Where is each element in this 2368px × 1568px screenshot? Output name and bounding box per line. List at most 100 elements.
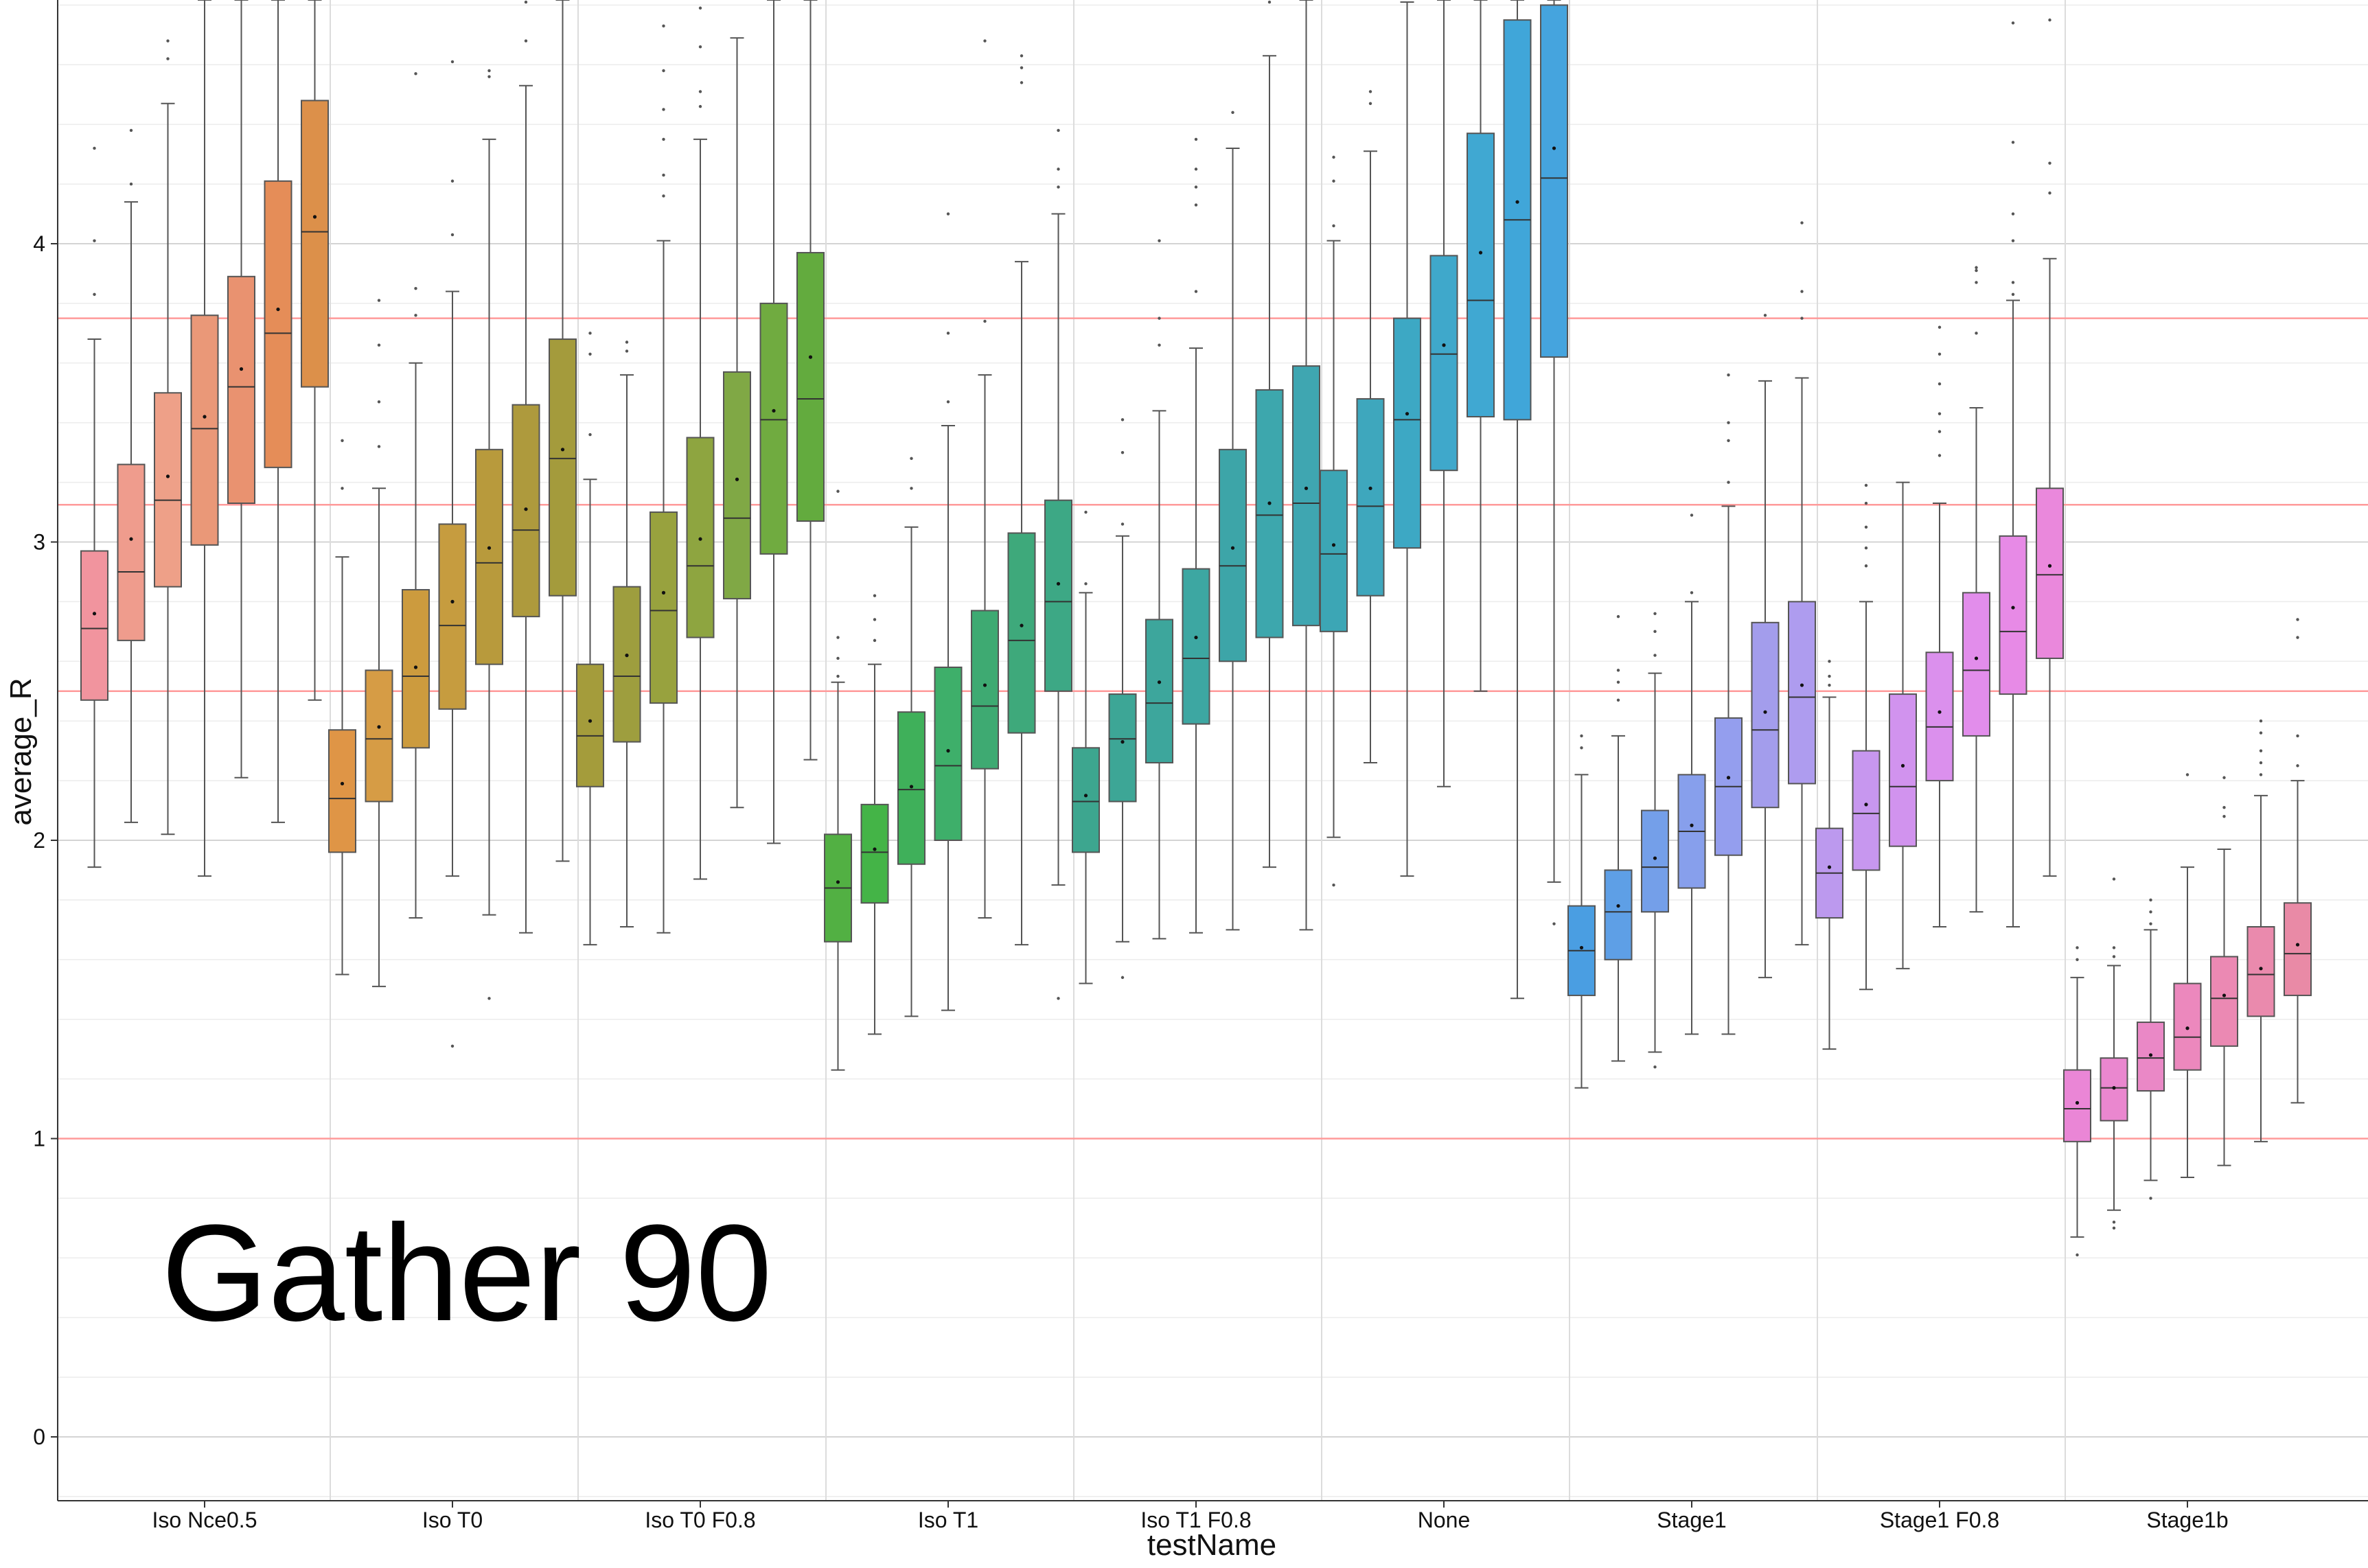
outlier-point — [1975, 281, 1978, 284]
category-group — [2063, 618, 2312, 1257]
box — [1182, 568, 1210, 725]
outlier-point — [2011, 292, 2015, 297]
outlier-point — [1332, 179, 1335, 183]
mean-point — [588, 719, 593, 723]
outlier-point — [1057, 128, 1060, 132]
mean-point — [1120, 740, 1125, 744]
outlier-point — [2296, 636, 2299, 639]
outlier-point — [1690, 514, 1694, 517]
box — [1962, 592, 1990, 737]
outlier-point — [2048, 18, 2051, 22]
outlier-point — [946, 400, 950, 404]
outlier-point — [1975, 266, 1978, 269]
outlier-point — [588, 352, 592, 356]
outlier-point — [1120, 418, 1125, 422]
box — [1540, 4, 1568, 358]
x-tick-label: Stage1 — [1657, 1508, 1726, 1532]
x-tick-label: Iso T0 F0.8 — [645, 1508, 755, 1532]
box — [576, 663, 604, 787]
outlier-point — [1158, 239, 1161, 242]
outlier-point — [2222, 806, 2226, 809]
outlier-point — [1194, 185, 1198, 189]
mean-point — [1267, 501, 1272, 505]
box — [1219, 448, 1247, 662]
outlier-point — [873, 618, 877, 621]
outlier-point — [1653, 630, 1657, 634]
outlier-point — [2149, 1197, 2152, 1200]
outlier-point — [1158, 316, 1161, 320]
outlier-point — [1616, 680, 1620, 684]
box — [759, 302, 788, 555]
y-tick-label: 0 — [33, 1425, 45, 1449]
y-tick-label: 2 — [33, 828, 45, 853]
outlier-point — [414, 314, 417, 317]
outlier-point — [698, 104, 702, 108]
box — [1044, 499, 1072, 692]
mean-point — [1331, 543, 1336, 547]
box — [301, 100, 329, 388]
outlier-point — [1020, 81, 1024, 84]
mean-point — [1157, 680, 1162, 684]
outlier-point — [662, 24, 665, 28]
outlier-point — [2112, 955, 2116, 958]
outlier-point — [2076, 946, 2079, 949]
outlier-point — [1800, 290, 1804, 293]
outlier-point — [93, 146, 96, 150]
mean-point — [1827, 865, 1832, 869]
mean-point — [982, 683, 987, 687]
outlier-point — [1616, 614, 1620, 619]
mean-point — [772, 408, 776, 413]
gather-90-overlay-text: Gather 90 — [161, 1197, 772, 1350]
outlier-point — [2259, 761, 2263, 765]
mean-point — [239, 367, 244, 371]
mean-point — [1442, 343, 1446, 347]
box — [2036, 487, 2064, 659]
box — [1788, 601, 1816, 785]
outlier-point — [1057, 997, 1060, 1000]
outlier-point — [2112, 1220, 2116, 1224]
box — [1145, 619, 1173, 764]
box — [723, 371, 751, 600]
box — [1429, 255, 1458, 472]
outlier-point — [1690, 591, 1694, 595]
outlier-point — [1020, 54, 1024, 58]
outlier-point — [946, 332, 950, 335]
outlier-point — [1158, 343, 1161, 347]
outlier-point — [93, 239, 96, 242]
x-axis-title: testName — [1147, 1528, 1276, 1562]
outlier-point — [450, 1044, 455, 1048]
outlier-point — [662, 173, 665, 177]
outlier-point — [1120, 450, 1125, 454]
outlier-point — [1368, 102, 1372, 105]
outlier-point — [1332, 155, 1335, 159]
outlier-point — [698, 90, 702, 93]
outlier-point — [1938, 382, 1942, 386]
category-group — [1815, 18, 2064, 1050]
box — [612, 586, 641, 743]
mean-point — [873, 847, 877, 851]
outlier-point — [1194, 137, 1198, 141]
outlier-point — [662, 194, 665, 198]
outlier-point — [1828, 683, 1831, 687]
box — [328, 729, 356, 853]
mean-point — [1304, 486, 1309, 490]
outlier-point — [1231, 111, 1234, 115]
box — [1604, 869, 1633, 960]
mean-point — [808, 355, 813, 359]
box — [686, 437, 715, 638]
outlier-point — [1057, 168, 1060, 171]
outlier-point — [873, 594, 877, 597]
mean-point — [1974, 656, 1979, 660]
mean-point — [165, 474, 170, 479]
outlier-point — [1267, 0, 1272, 4]
outlier-point — [341, 487, 344, 490]
outlier-point — [836, 674, 840, 678]
mean-point — [450, 599, 455, 604]
category-group — [1320, 0, 1568, 1000]
mean-point — [1900, 763, 1905, 768]
mean-point — [1800, 683, 1804, 687]
box — [1393, 317, 1421, 549]
box — [227, 275, 255, 505]
outlier-point — [2259, 749, 2263, 752]
box — [934, 666, 963, 841]
